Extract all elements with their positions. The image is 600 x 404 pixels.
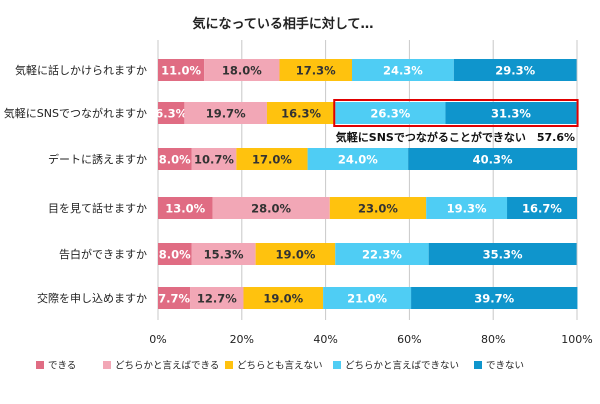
legend-swatch-2: [225, 361, 233, 369]
value-label-0-4: 29.3%: [495, 64, 535, 78]
x-tick-label-4: 80%: [481, 333, 505, 346]
bar-4-0: [158, 243, 192, 265]
bar-3-1: [212, 197, 330, 219]
value-label-3-3: 19.3%: [447, 202, 487, 216]
value-label-4-3: 22.3%: [362, 248, 402, 262]
bar-1-4: [445, 102, 577, 124]
value-label-2-3: 24.0%: [338, 153, 378, 167]
value-label-1-3: 26.3%: [370, 107, 410, 121]
value-label-1-2: 16.3%: [281, 107, 321, 121]
bar-5-1: [190, 287, 244, 309]
legend-swatch-0: [36, 361, 44, 369]
bar-5-3: [323, 287, 412, 309]
category-label-4: 告白ができますか: [59, 247, 147, 261]
value-label-4-1: 15.3%: [204, 248, 244, 262]
value-label-3-1: 28.0%: [251, 202, 291, 216]
bar-1-3: [335, 102, 446, 124]
value-label-5-2: 19.0%: [263, 292, 303, 306]
value-label-2-1: 10.7%: [194, 153, 234, 167]
bar-1-2: [266, 102, 336, 124]
legend-label-1: どちらかと言えばできる: [115, 360, 219, 372]
bar-0-3: [351, 59, 454, 81]
bar-2-4: [408, 148, 577, 170]
bar-3-3: [426, 197, 508, 219]
value-label-3-2: 23.0%: [358, 202, 398, 216]
value-label-1-4: 31.3%: [491, 107, 531, 121]
bar-1-0: [158, 102, 185, 124]
bar-2-2: [236, 148, 308, 170]
category-label-5: 交際を申し込めますか: [37, 291, 147, 305]
value-label-2-4: 40.3%: [473, 153, 513, 167]
value-label-3-0: 13.0%: [165, 202, 205, 216]
value-label-5-1: 12.7%: [197, 292, 237, 306]
bar-4-2: [255, 243, 336, 265]
x-tick-label-5: 100%: [561, 333, 592, 346]
value-label-4-2: 19.0%: [275, 248, 315, 262]
value-label-5-4: 39.7%: [474, 292, 514, 306]
value-label-5-3: 21.0%: [347, 292, 387, 306]
legend-label-2: どちらとも言えない: [237, 360, 323, 372]
legend-swatch-1: [103, 361, 111, 369]
bar-4-1: [191, 243, 256, 265]
bar-0-0: [158, 59, 205, 81]
legend-label-0: できる: [48, 361, 76, 372]
bar-4-3: [335, 243, 429, 265]
category-label-1: 気軽にSNSでつながれますか: [4, 106, 147, 120]
bar-5-0: [158, 287, 191, 309]
value-label-1-1: 19.7%: [206, 107, 246, 121]
bar-5-4: [411, 287, 578, 309]
value-label-0-2: 17.3%: [296, 64, 336, 78]
legend-label-4: できない: [486, 361, 524, 372]
x-tick-label-3: 60%: [397, 333, 421, 346]
legend-label-3: どちらかと言えばできない: [345, 360, 459, 372]
category-label-3: 目を見て話せますか: [48, 201, 147, 215]
value-label-2-0: 8.0%: [159, 153, 191, 167]
x-tick-label-1: 20%: [230, 333, 254, 346]
value-label-5-0: 7.7%: [158, 292, 190, 306]
value-label-4-4: 35.3%: [483, 248, 523, 262]
bar-3-0: [158, 197, 213, 219]
bar-0-1: [204, 59, 280, 81]
bar-2-0: [158, 148, 192, 170]
bar-1-1: [184, 102, 267, 124]
legend-swatch-3: [333, 361, 341, 369]
bar-5-2: [243, 287, 324, 309]
category-label-2: デートに誘えますか: [48, 152, 147, 166]
highlight-box: [333, 99, 579, 127]
bar-2-3: [307, 148, 409, 170]
value-label-0-1: 18.0%: [222, 64, 262, 78]
value-label-1-0: 6.3%: [155, 107, 187, 121]
x-tick-label-2: 40%: [313, 333, 337, 346]
bar-4-4: [428, 243, 577, 265]
bar-3-2: [329, 197, 427, 219]
value-label-0-3: 24.3%: [383, 64, 423, 78]
value-label-3-4: 16.7%: [522, 202, 562, 216]
chart-title: 気になっている相手に対して…: [193, 16, 374, 32]
bar-0-2: [279, 59, 352, 81]
value-label-4-0: 8.0%: [159, 248, 191, 262]
bar-2-1: [191, 148, 237, 170]
value-label-2-2: 17.0%: [252, 153, 292, 167]
bar-3-4: [507, 197, 577, 219]
legend-swatch-4: [474, 361, 482, 369]
category-label-0: 気軽に話しかけられますか: [15, 63, 147, 77]
bar-0-4: [453, 59, 577, 81]
value-label-0-0: 11.0%: [161, 64, 201, 78]
x-tick-label-0: 0%: [149, 333, 166, 346]
highlight-annotation: 気軽にSNSでつながることができない 57.6%: [336, 130, 575, 144]
